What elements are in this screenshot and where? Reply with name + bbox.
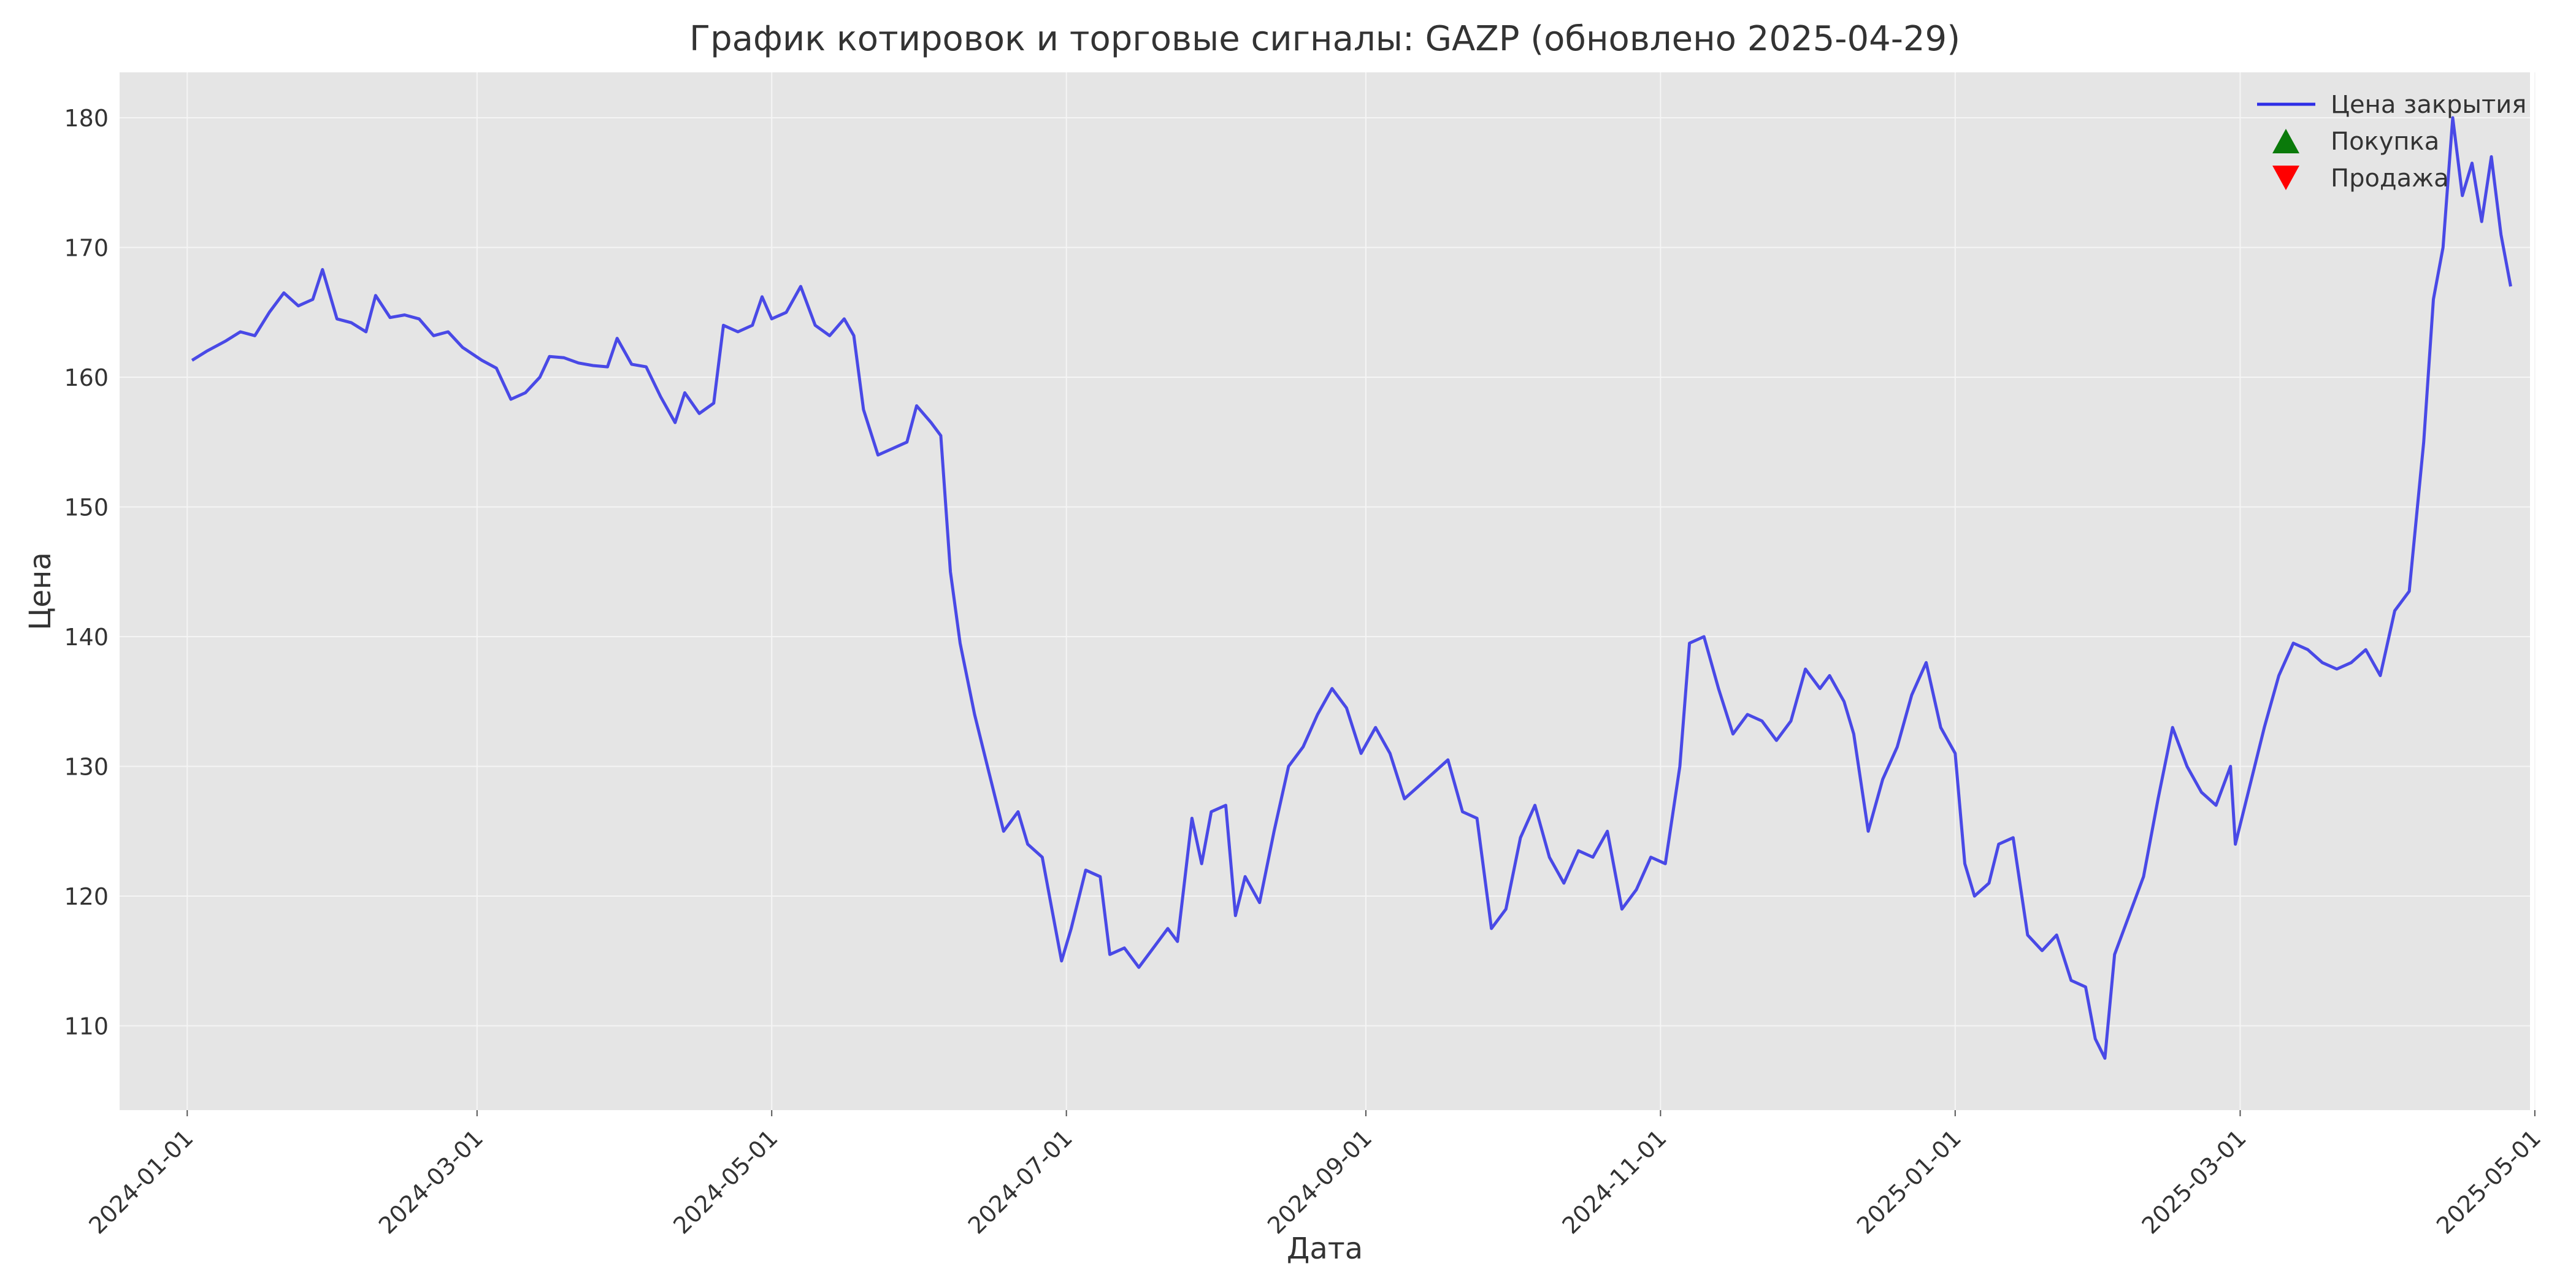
price-line [191,116,2512,1060]
y-tick-label: 130 [64,754,109,781]
x-tick-label: 2025-03-01 [2137,1124,2252,1239]
legend-label: Покупка [2331,128,2439,156]
x-axis-label: Дата [1287,1232,1363,1266]
x-tick-label: 2024-03-01 [374,1124,488,1239]
legend-label: Цена закрытия [2331,91,2526,119]
y-tick-label: 180 [64,105,109,132]
legend-buy-marker [2272,129,2299,153]
grid [120,72,2536,1110]
x-tick-label: 2024-11-01 [1557,1124,1671,1239]
y-tick-label: 140 [64,624,109,651]
legend: Цена закрытия Покупка Продажа [2257,91,2526,193]
x-tick-label: 2024-07-01 [963,1124,1078,1239]
x-tick-label: 2025-01-01 [1852,1124,1966,1239]
y-tick-label: 160 [64,364,109,391]
x-tick-label: 2024-09-01 [1262,1124,1377,1239]
x-tick-label: 2024-05-01 [668,1124,783,1239]
legend-label: Продажа [2331,164,2449,193]
y-tick-label: 170 [64,235,109,262]
x-tick-label: 2024-01-01 [83,1124,198,1239]
y-axis-label: Цена [23,552,58,631]
y-tick-label: 120 [64,883,109,910]
series [191,116,2512,1060]
chart-title: График котировок и торговые сигналы: GAZ… [689,19,1960,59]
y-tick-label: 150 [64,494,109,521]
legend-sell-marker [2272,166,2299,190]
y-tick-label: 110 [64,1013,109,1040]
x-tick-label: 2025-05-01 [2431,1124,2546,1239]
plot-area [120,72,2530,1110]
